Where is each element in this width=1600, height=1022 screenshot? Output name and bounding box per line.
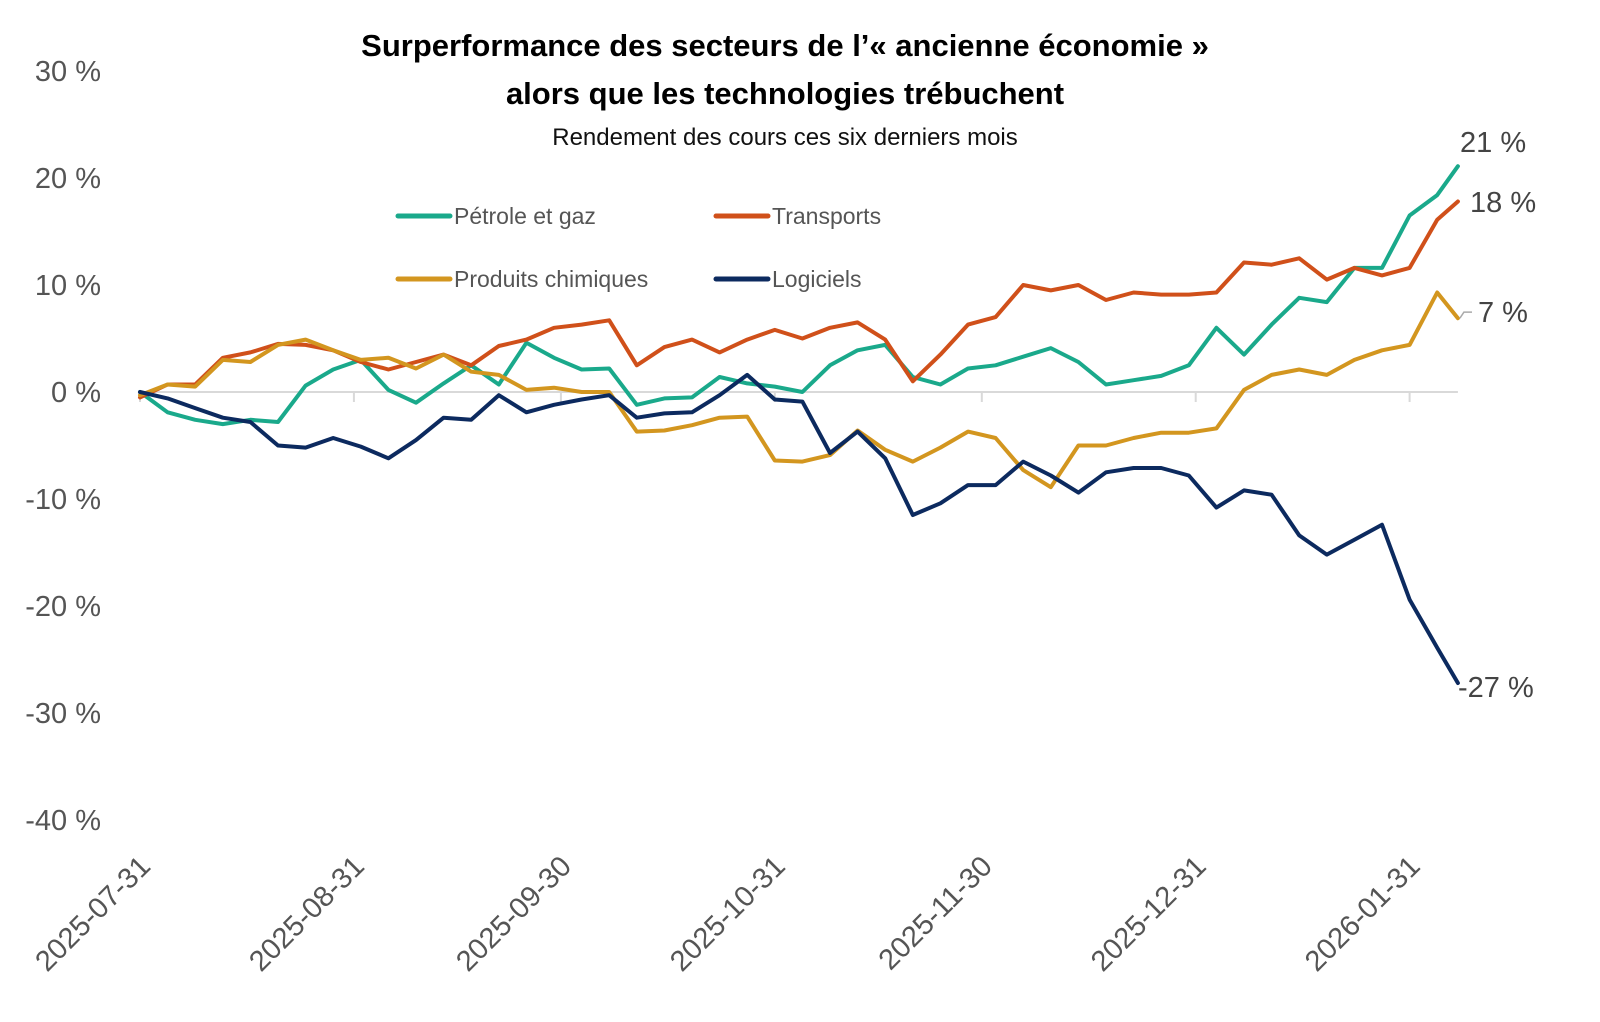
- y-tick-label: -20 %: [25, 591, 101, 623]
- x-tick-label: 2025-10-31: [664, 850, 792, 978]
- series-line-2: [138, 290, 1460, 490]
- end-label: 21 %: [1460, 127, 1526, 159]
- x-tick-label: 2025-09-30: [450, 850, 578, 978]
- legend-label: Pétrole et gaz: [454, 203, 596, 229]
- chart-title-line-1: Surperformance des secteurs de l’« ancie…: [361, 28, 1209, 63]
- end-label: -27 %: [1458, 672, 1534, 704]
- end-label: 7 %: [1478, 297, 1528, 329]
- x-tick-label: 2025-07-31: [29, 850, 157, 978]
- legend-label: Logiciels: [772, 266, 862, 292]
- x-tick-label: 2025-08-31: [243, 850, 371, 978]
- legend: Pétrole et gaz Transports Produits chimiqu…: [395, 203, 881, 292]
- series-line-1: [138, 199, 1460, 400]
- series-lines: [138, 164, 1460, 685]
- y-tick-label: 20 %: [35, 163, 101, 195]
- axes: 30 % 20 % 10 % 0 % -10 % -20 % -30 % -40 % 2025-…: [25, 56, 1458, 978]
- y-tick-label: -30 %: [25, 698, 101, 730]
- chart-title-line-2: alors que les technologies trébuchent: [506, 76, 1064, 111]
- y-tick-label: -40 %: [25, 805, 101, 837]
- y-tick-label: 30 %: [35, 56, 101, 88]
- y-tick-label: 0 %: [51, 377, 101, 409]
- legend-label: Produits chimiques: [454, 266, 648, 292]
- x-tick-label: 2025-11-30: [873, 850, 999, 976]
- end-labels: 21 % 18 % 7 % -27 %: [1458, 127, 1536, 704]
- y-tick-label: 10 %: [35, 270, 101, 302]
- y-tick-label: -10 %: [25, 484, 101, 516]
- x-tick-label: 2025-12-31: [1085, 850, 1213, 978]
- legend-label: Transports: [772, 203, 881, 229]
- chart-subtitle: Rendement des cours ces six derniers moi…: [552, 124, 1018, 151]
- end-label-leader: [1459, 311, 1472, 319]
- end-label: 18 %: [1470, 187, 1536, 219]
- x-tick-label: 2026-01-31: [1299, 850, 1427, 978]
- series-line-3: [138, 372, 1460, 685]
